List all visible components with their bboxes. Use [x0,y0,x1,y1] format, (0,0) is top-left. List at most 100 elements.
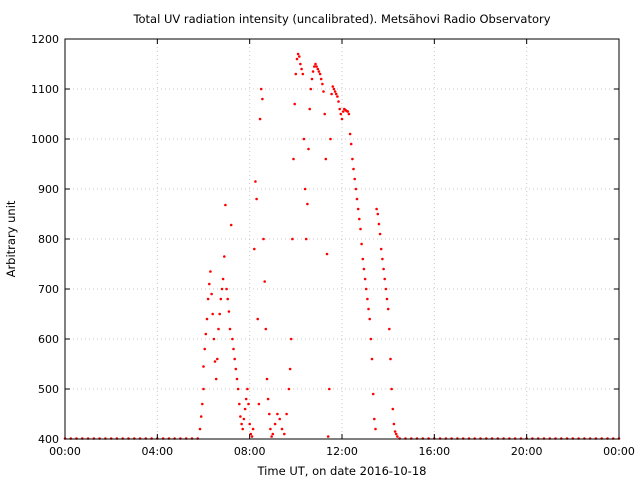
data-point [376,212,380,216]
data-point [331,85,335,88]
data-point [364,287,368,291]
data-point [346,110,350,113]
data-point [240,422,243,426]
data-point [352,167,355,171]
data-point [257,402,261,406]
data-point [340,117,344,121]
data-point [366,297,369,301]
data-point [314,62,317,66]
data-point [375,207,378,211]
data-point [341,110,345,113]
chart-title: Total UV radiation intensity (uncalibrat… [132,12,550,26]
data-point [258,117,262,121]
data-point [206,297,210,301]
axis-ticks: 00:00 04:00 08:00 12:00 16:00 20:00 00:0040050… [31,33,635,458]
data-point [199,415,203,418]
data-point [351,157,354,161]
data-point [321,82,324,86]
data-point [234,367,238,371]
data-point [235,377,239,381]
data-point [224,203,227,207]
x-axis-title: Time UT, on date 2016-10-18 [257,464,427,478]
y-tick-label: 1100 [31,83,59,96]
data-point [250,435,254,438]
data-point [256,317,260,321]
data-point [217,327,220,331]
data-point [316,67,320,71]
data-point [299,62,302,66]
data-point [330,92,333,96]
data-point [303,187,307,191]
data-point [317,70,321,73]
data-point [304,237,308,241]
data-point [211,312,214,316]
data-point [301,72,305,76]
data-point [334,92,338,96]
y-tick-label: 600 [38,333,59,346]
data-point [328,387,331,391]
y-tick-label: 1000 [31,133,59,146]
data-point [309,87,313,91]
data-point [302,137,306,141]
data-point [242,417,246,421]
data-point [347,112,351,116]
data-point [325,252,329,256]
data-point [349,142,353,146]
data-point [266,397,270,401]
data-point [270,435,273,438]
data-point [336,95,339,98]
data-point [391,407,395,411]
data-point [384,287,388,291]
data-point [247,402,250,406]
data-point [231,337,234,341]
data-point [348,132,352,136]
data-point [300,67,303,71]
data-point [289,337,293,341]
data-point [202,387,205,391]
data-point [255,197,258,201]
x-tick-label: 12:00 [326,445,358,458]
data-point [310,77,314,81]
data-point [378,232,382,236]
data-point [381,257,384,261]
data-point [253,247,256,251]
data-point [264,327,268,331]
data-point [225,287,228,291]
data-point [288,367,292,371]
data-point [229,223,233,227]
data-point [315,65,318,68]
data-point [271,432,275,436]
data-point [313,65,316,68]
data-point [390,387,393,391]
data-point [248,422,251,426]
data-point [268,412,271,416]
grid [65,39,619,439]
data-point [373,417,376,421]
data-point [283,432,286,436]
data-point [203,347,206,351]
data-point [298,55,301,58]
data-point [214,377,218,381]
data-point [308,107,312,111]
data-point [374,427,377,431]
data-point [361,257,365,261]
data-point [393,430,397,433]
data-point [383,277,387,281]
data-point [369,337,373,341]
x-tick-label: 20:00 [511,445,543,458]
data-point [210,292,213,296]
data-point [278,417,282,421]
data-point [307,147,310,151]
data-points [63,52,621,440]
y-tick-label: 1200 [31,33,59,46]
data-point [216,357,219,361]
data-point [239,415,242,418]
data-point [311,70,315,73]
data-point [292,157,295,161]
data-point [204,332,208,336]
data-point [360,242,363,246]
data-point [333,90,337,93]
data-point [293,102,297,106]
data-point [251,427,255,431]
